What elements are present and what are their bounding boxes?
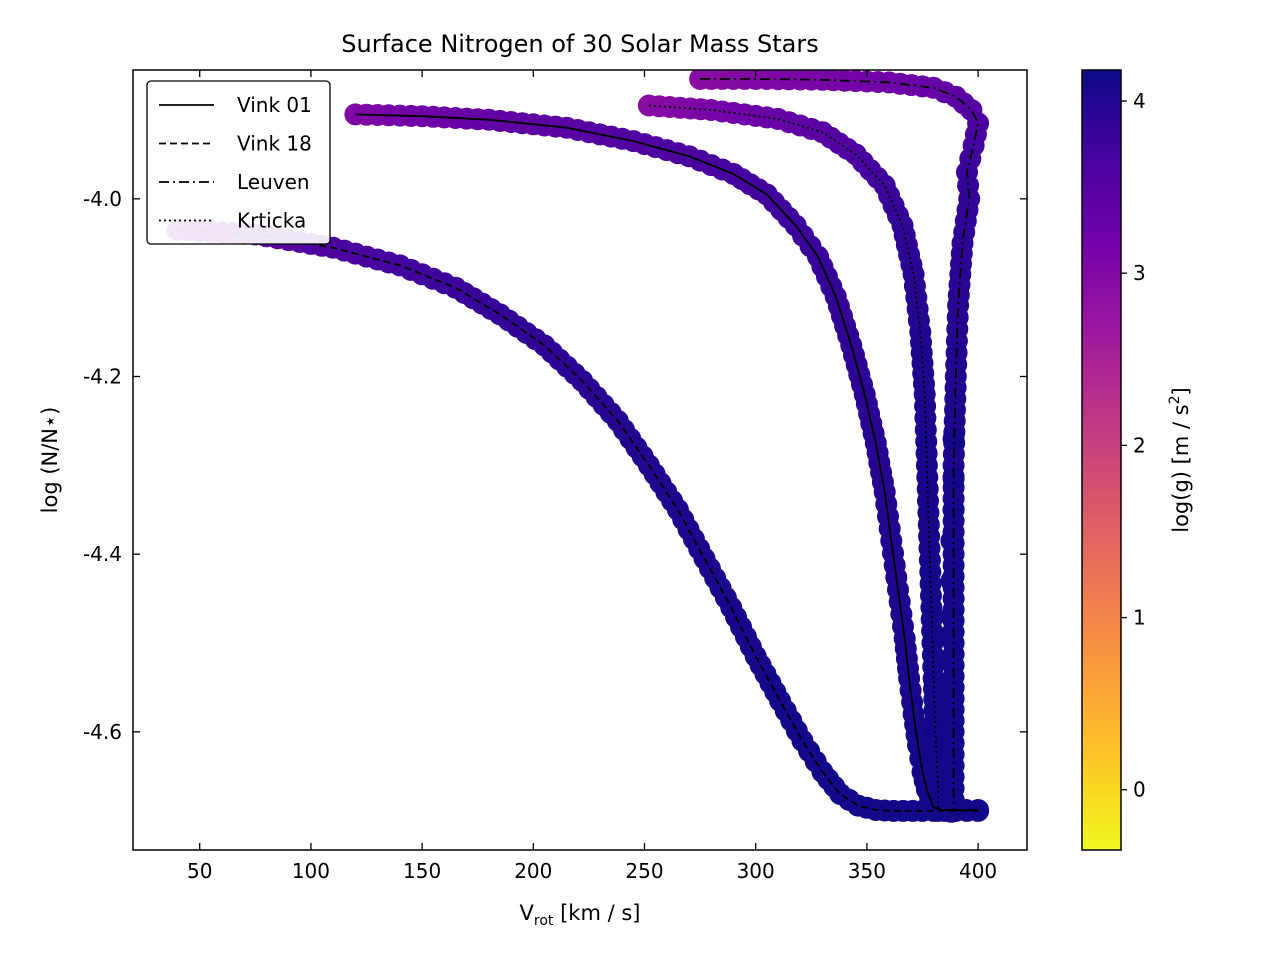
y-axis-label: log (N/N⋆) — [38, 407, 62, 514]
scatter-point — [942, 467, 965, 490]
legend-entry: Krticka — [159, 209, 306, 233]
scatter-point — [940, 680, 963, 703]
scatter-point — [942, 427, 965, 450]
legend-label: Leuven — [237, 170, 310, 194]
series-line-2 — [700, 78, 980, 811]
y-tick-label: -4.0 — [83, 187, 122, 211]
legend-frame — [146, 80, 331, 245]
series-line-3 — [648, 104, 939, 811]
x-tick-label: 50 — [187, 859, 212, 883]
colorbar-tick-label: 0 — [1133, 778, 1146, 802]
colorbar-label: log(g) [m / s2] — [1167, 387, 1193, 533]
x-tick-label: 200 — [514, 859, 552, 883]
colorbar-tick-label: 1 — [1133, 606, 1146, 630]
series-line-1 — [177, 229, 979, 812]
x-axis-label: Vrot [km / s] — [520, 901, 641, 929]
series-markers-1 — [166, 218, 990, 822]
x-tick-label: 100 — [292, 859, 330, 883]
chart-title: Surface Nitrogen of 30 Solar Mass Stars — [341, 30, 818, 58]
colorbar-ticks: 0 1 2 3 4 — [1121, 89, 1146, 802]
legend-entry: Vink 01 — [159, 93, 312, 117]
x-tick-label: 150 — [403, 859, 441, 883]
legend-label: Vink 01 — [237, 93, 312, 117]
scatter-point — [940, 569, 963, 592]
scatter-point — [940, 529, 963, 552]
colorbar — [1081, 69, 1122, 851]
x-axis-ticks: 50 100 150 200 250 300 350 400 — [187, 70, 997, 883]
legend: Vink 01 Vink 18 Leuven Krticka — [146, 80, 331, 245]
legend-entry: Vink 18 — [159, 132, 312, 156]
x-tick-label: 400 — [959, 859, 997, 883]
legend-entry: Leuven — [159, 170, 310, 194]
colorbar-tick-label: 2 — [1133, 433, 1146, 457]
series-lines — [177, 78, 980, 812]
scatter-point — [940, 605, 963, 628]
x-tick-label: 300 — [737, 859, 775, 883]
colorbar-tick-label: 4 — [1133, 89, 1146, 113]
scatter-point — [940, 623, 963, 646]
legend-label: Vink 18 — [237, 132, 312, 156]
y-tick-label: -4.4 — [83, 542, 122, 566]
scatter-point — [940, 649, 963, 672]
x-tick-label: 250 — [625, 859, 663, 883]
series-line-0 — [355, 113, 979, 811]
y-tick-label: -4.6 — [83, 720, 122, 744]
x-tick-label: 350 — [848, 859, 886, 883]
colorbar-tick-label: 3 — [1133, 261, 1146, 285]
y-axis-ticks: -4.0 -4.2 -4.4 -4.6 — [83, 187, 1027, 744]
plot-frame — [132, 69, 1028, 851]
legend-label: Krticka — [237, 209, 306, 233]
y-tick-label: -4.2 — [83, 364, 122, 388]
